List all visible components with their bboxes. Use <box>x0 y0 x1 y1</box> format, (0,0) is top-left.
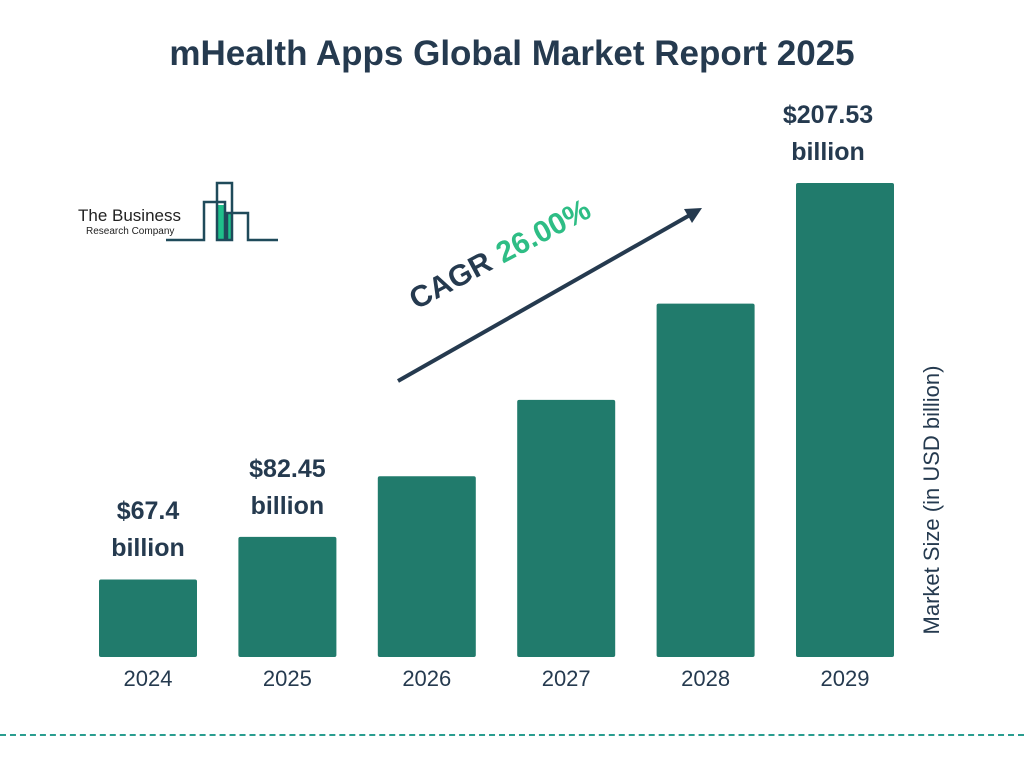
data-label: $82.45 billion <box>207 451 367 525</box>
dashed-divider <box>0 734 1024 736</box>
chart-title: mHealth Apps Global Market Report 2025 <box>169 34 855 73</box>
bar-2024 <box>99 579 197 657</box>
logo-buildings-icon <box>166 181 278 242</box>
data-label-line1: $82.45 <box>249 454 326 483</box>
cagr-arrow-head <box>684 208 702 223</box>
x-tick-label: 2027 <box>541 666 591 691</box>
x-tick-label: 2024 <box>123 666 173 691</box>
x-tick-label: 2026 <box>402 666 452 691</box>
bar-2025 <box>238 536 337 657</box>
data-label-line1: $67.4 <box>116 497 180 526</box>
data-label-line2: billion <box>250 491 325 520</box>
data-label: $207.53 billion <box>748 97 908 171</box>
logo-line2: Research Company <box>86 226 175 237</box>
bar-2029 <box>796 183 894 657</box>
y-axis-label: Market Size (in USD billion) <box>919 365 944 635</box>
data-label: $67.4 billion <box>68 493 228 567</box>
x-tick-label: 2028 <box>681 666 731 691</box>
bar-2028 <box>656 303 755 657</box>
x-tick-label: 2029 <box>820 666 870 691</box>
data-label-line2: billion <box>111 534 185 563</box>
logo-line1: The Business <box>78 206 181 225</box>
bar-2027 <box>517 399 616 657</box>
bar-2026 <box>377 476 476 657</box>
data-label-line1: $207.53 <box>782 101 874 129</box>
x-tick-label: 2025 <box>262 666 312 691</box>
data-label-line2: billion <box>791 138 865 166</box>
cagr-arrow-line <box>397 213 691 383</box>
